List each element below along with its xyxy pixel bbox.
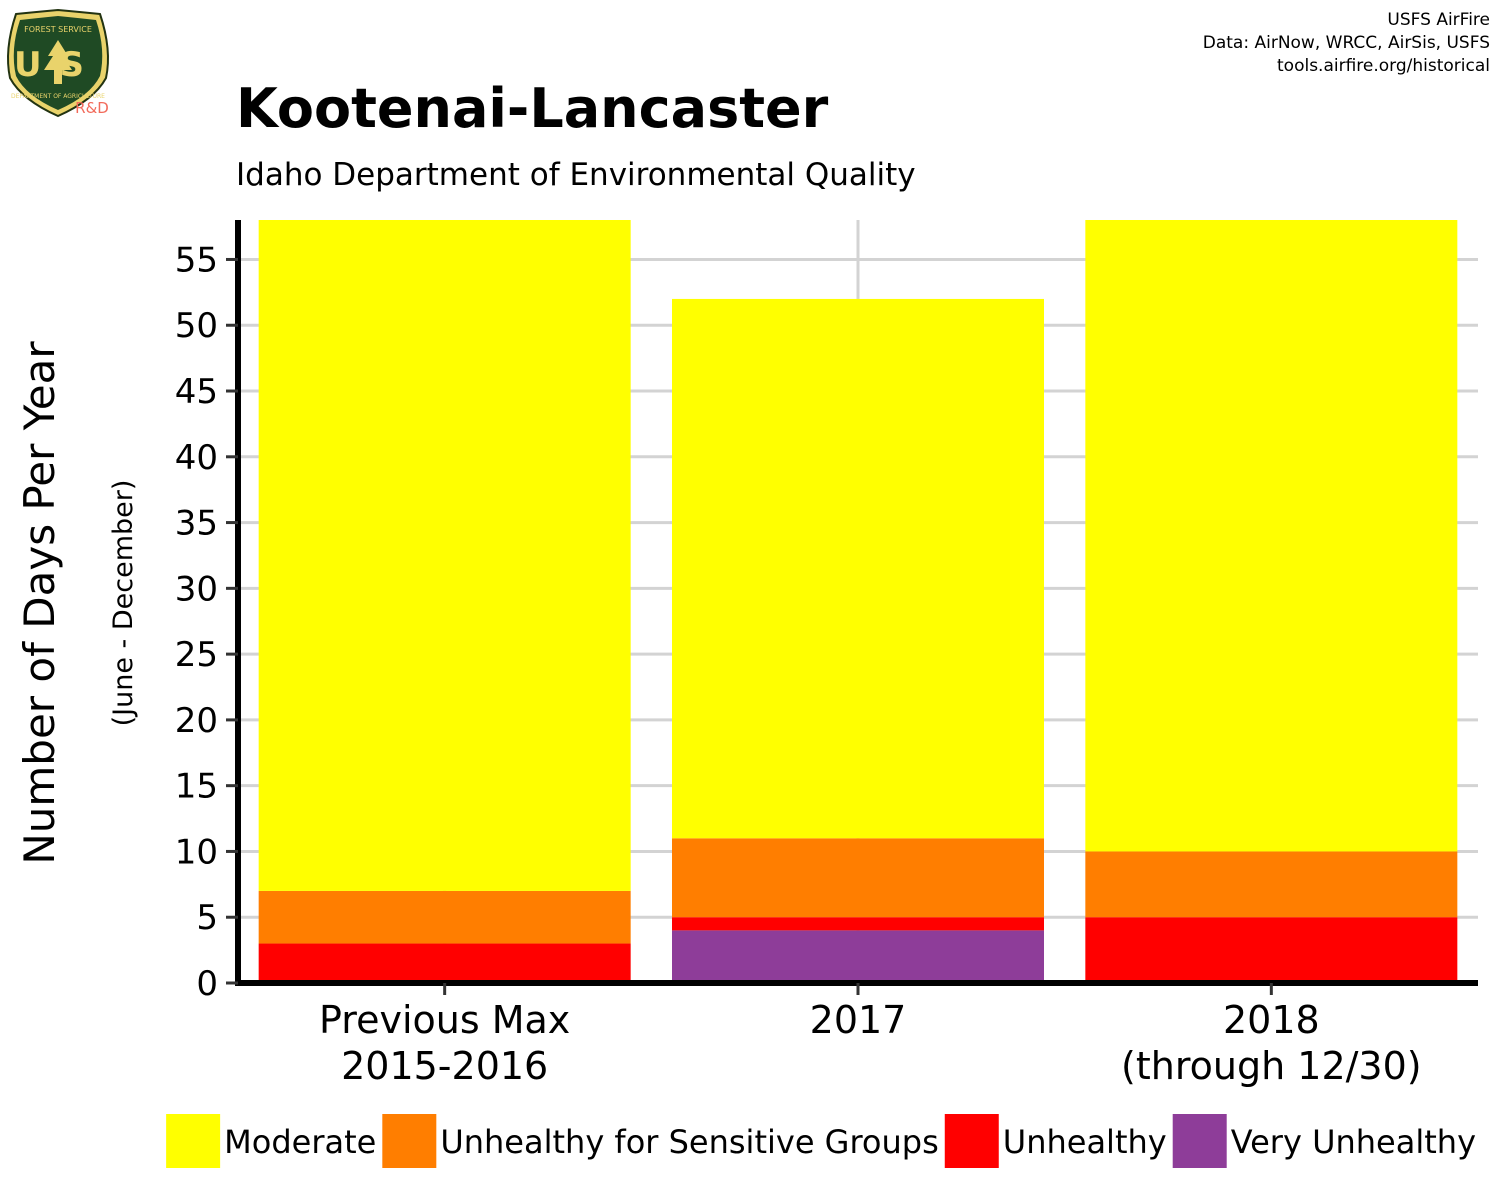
axes: 0 5 10 15 20 25 30 35 40 45 50 55 Previous Max2015-2… bbox=[175, 220, 1478, 1088]
bars bbox=[258, 220, 1458, 983]
bar-segment-moderate bbox=[258, 220, 631, 891]
y-tick-label: 55 bbox=[175, 240, 218, 280]
legend-label-unhealthy-for-sensitive-groups: Unhealthy for Sensitive Groups bbox=[440, 1123, 938, 1161]
y-tick-label: 15 bbox=[175, 767, 218, 807]
legend-label-moderate: Moderate bbox=[224, 1123, 376, 1161]
logo-rd-text: R&D bbox=[75, 99, 109, 117]
bar-segment-unhealthy-for-sensitive-groups bbox=[1085, 851, 1458, 918]
bar-segment-moderate bbox=[672, 298, 1044, 839]
credit-line-2: Data: AirNow, WRCC, AirSis, USFS bbox=[1203, 33, 1490, 53]
bar-segment-very-unhealthy bbox=[672, 930, 1044, 983]
chart-subtitle: Idaho Department of Environmental Qualit… bbox=[236, 157, 916, 193]
x-tick-label: Previous Max bbox=[319, 998, 570, 1042]
y-tick-label: 0 bbox=[196, 964, 218, 1004]
y-tick-label: 35 bbox=[175, 504, 218, 544]
legend-swatch-unhealthy-for-sensitive-groups bbox=[382, 1114, 437, 1168]
y-tick-label: 45 bbox=[175, 372, 218, 412]
x-tick-label: 2015-2016 bbox=[341, 1044, 548, 1088]
y-tick-label: 5 bbox=[196, 898, 218, 938]
legend-swatch-moderate bbox=[166, 1114, 221, 1168]
y-tick-label: 10 bbox=[175, 832, 218, 872]
credit-line-1: USFS AirFire bbox=[1387, 10, 1490, 30]
bar-segment-moderate bbox=[1085, 220, 1458, 852]
y-axis-label: Number of Days Per Year bbox=[15, 341, 64, 865]
bar-segment-unhealthy-for-sensitive-groups bbox=[672, 838, 1044, 918]
chart-title: Kootenai-Lancaster bbox=[236, 77, 829, 140]
y-tick-label: 20 bbox=[175, 701, 218, 741]
logo-bottom-text: DEPARTMENT OF AGRICULTURE bbox=[11, 93, 105, 100]
legend-label-very-unhealthy: Very Unhealthy bbox=[1231, 1123, 1476, 1161]
bar-segment-unhealthy-for-sensitive-groups bbox=[258, 890, 631, 944]
logo-top-text: FOREST SERVICE bbox=[24, 25, 92, 34]
bar-segment-unhealthy bbox=[1085, 917, 1458, 983]
y-tick-label: 50 bbox=[175, 306, 218, 346]
x-tick-label: 2018 bbox=[1223, 998, 1320, 1042]
credit-line-3: tools.airfire.org/historical bbox=[1277, 56, 1490, 76]
legend: Moderate Unhealthy for Sensitive Groups Un… bbox=[166, 1114, 1476, 1168]
legend-label-unhealthy: Unhealthy bbox=[1003, 1123, 1167, 1161]
x-tick-label: (through 12/30) bbox=[1121, 1044, 1422, 1088]
x-tick-label: 2017 bbox=[810, 998, 907, 1042]
bar-segment-unhealthy bbox=[258, 943, 631, 983]
usfs-logo: FOREST SERVICE US DEPARTMENT OF AGRICULT… bbox=[7, 8, 109, 118]
y-tick-label: 30 bbox=[175, 569, 218, 609]
y-axis-sublabel: (June - December) bbox=[108, 480, 139, 727]
legend-swatch-unhealthy bbox=[944, 1114, 999, 1168]
bar-segment-unhealthy bbox=[672, 917, 1044, 931]
y-tick-label: 25 bbox=[175, 635, 218, 675]
legend-swatch-very-unhealthy bbox=[1172, 1114, 1227, 1168]
tree-icon bbox=[44, 40, 72, 84]
y-tick-label: 40 bbox=[175, 438, 218, 478]
